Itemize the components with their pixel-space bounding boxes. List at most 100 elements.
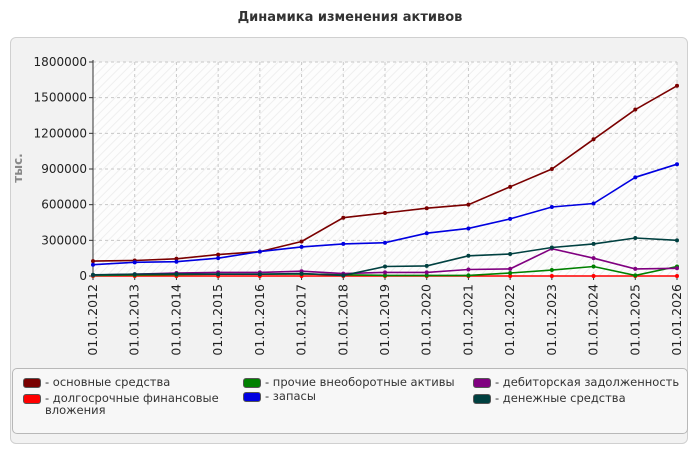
data-point [216,256,221,261]
data-point [424,206,429,211]
data-point [132,272,137,277]
data-point [591,241,596,246]
legend-label: - долгосрочные финансовые вложения [45,391,219,417]
legend-swatch [243,392,261,402]
data-point [91,262,95,267]
x-tick-label: 01.01.2014 [168,284,183,356]
data-point [549,274,554,278]
data-point [341,215,346,220]
data-point [675,274,679,278]
data-point [675,162,679,167]
x-tick-label: 01.01.2012 [85,284,100,356]
data-point [341,273,346,278]
data-point [383,240,387,245]
x-tick-label: 01.01.2026 [669,284,684,356]
data-point [591,274,596,278]
data-point [549,167,554,171]
data-point [174,256,179,261]
data-point [424,263,429,268]
x-tick-label: 01.01.2017 [294,284,309,356]
data-point [508,274,513,278]
data-point [216,252,221,257]
data-point [549,268,554,273]
legend-label: - денежные средства [495,391,626,405]
data-point [675,83,679,88]
data-point [91,259,95,264]
data-point [633,235,638,240]
data-point [633,266,638,271]
data-point [508,216,513,221]
data-point [383,273,387,278]
legend-swatch [23,394,41,404]
x-tick-label: 01.01.2023 [544,284,559,356]
data-point [383,264,387,269]
legend-swatch [473,378,491,388]
data-point [466,267,471,272]
data-point [591,201,596,206]
data-point [508,266,513,271]
data-point [466,253,471,258]
y-tick-label: 1200000 [34,126,87,140]
data-point [466,202,471,207]
data-point [257,249,262,254]
data-point [174,259,179,264]
x-tick-label: 01.01.2016 [252,284,267,356]
legend-swatch [23,378,41,388]
x-tick-label: 01.01.2015 [210,284,225,356]
x-tick-label: 01.01.2020 [419,284,434,356]
legend-label: - дебиторская задолженность [495,375,680,389]
legend-label: - основные средства [45,375,171,389]
data-point [299,244,304,249]
y-axis-label: тыс. [11,153,25,182]
x-tick-labels: 01.01.2012 01.01.2013 01.01.2014 01.01.2015… [85,284,684,356]
data-point [549,245,554,250]
data-point [383,210,387,215]
legend-swatch [473,394,491,404]
data-point [299,271,304,276]
x-tick-label: 01.01.2021 [460,284,475,356]
data-point [633,107,638,112]
y-tick-label: 300000 [41,233,87,247]
data-point [91,272,95,277]
data-point [132,260,137,265]
data-point [508,252,513,257]
data-point [508,271,513,276]
data-point [299,239,304,244]
data-point [424,270,429,275]
data-point [466,273,471,278]
x-tick-label: 01.01.2022 [502,284,517,356]
y-tick-label: 0 [79,269,87,283]
y-tick-label: 1500000 [34,91,87,105]
y-tick-label: 900000 [41,162,87,176]
data-point [341,241,346,246]
x-tick-label: 01.01.2013 [127,284,142,356]
legend-label: - прочие внеоборотные активы [265,375,455,389]
data-point [174,271,179,276]
data-point [591,264,596,269]
data-point [466,226,471,231]
data-point [257,272,262,277]
x-tick-label: 01.01.2018 [335,284,350,356]
series-lines [91,83,679,278]
x-tick-label: 01.01.2024 [586,284,601,356]
legend: - основные средства - долгосрочные финан… [12,368,688,434]
y-tick-labels: 0 300000 600000 900000 1200000 1500000 1800000 [34,55,87,283]
x-tick-label: 01.01.2019 [377,284,392,356]
chart-title: Динамика изменения активов [237,10,463,25]
legend-swatch [243,378,261,388]
data-point [591,137,596,142]
data-point [216,272,221,277]
data-point [633,273,638,278]
data-point [424,273,429,278]
data-point [591,256,596,261]
data-point [508,184,513,189]
data-point [675,266,679,271]
data-point [549,205,554,210]
data-point [675,238,679,243]
y-tick-label: 600000 [41,198,87,212]
y-tick-label: 1800000 [34,55,87,69]
legend-label: - запасы [265,389,316,403]
x-tick-label: 01.01.2025 [627,284,642,356]
data-point [424,231,429,236]
